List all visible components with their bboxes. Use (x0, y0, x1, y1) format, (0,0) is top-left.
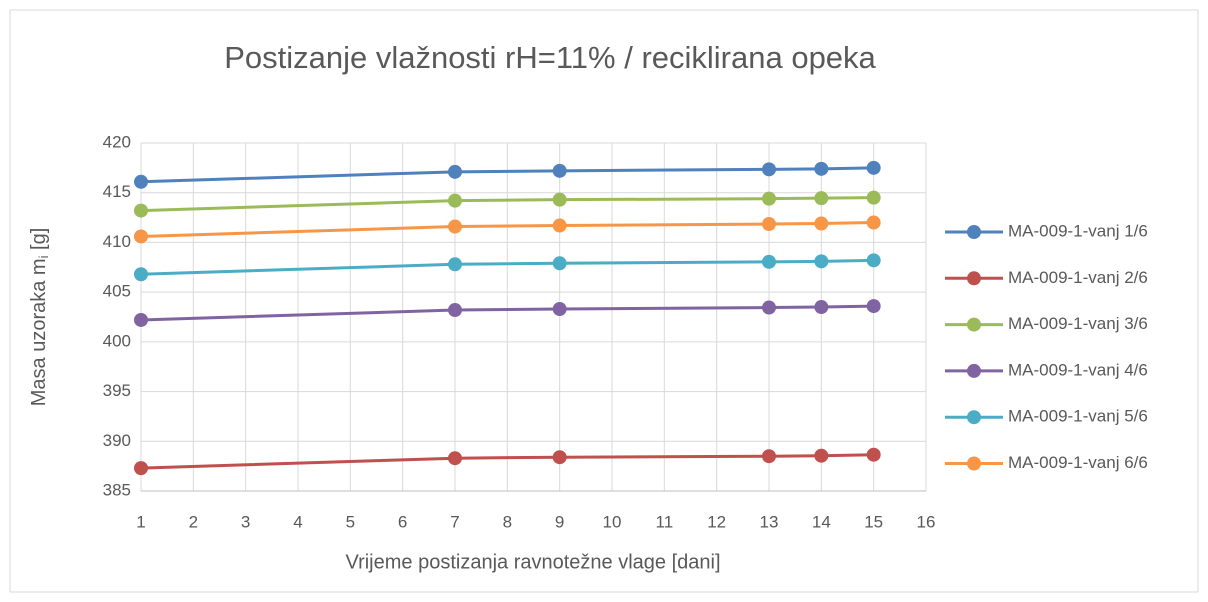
legend-marker (967, 363, 981, 378)
x-tick-label: 4 (293, 512, 302, 531)
data-point (866, 299, 881, 314)
data-point (762, 217, 776, 232)
legend-marker (967, 456, 981, 471)
data-point (866, 447, 881, 462)
data-point (814, 300, 829, 315)
data-point (134, 461, 148, 476)
data-point (552, 218, 567, 233)
series-line (140, 196, 874, 213)
data-point (814, 216, 829, 231)
x-tick-label: 5 (346, 512, 355, 531)
data-point (552, 192, 567, 207)
data-point (814, 448, 829, 463)
data-point (814, 191, 829, 206)
y-tick-label: 400 (103, 331, 131, 350)
legend-label: MA-009-1-vanj 4/6 (1008, 360, 1148, 379)
data-point (134, 312, 148, 327)
y-tick-label: 385 (103, 480, 131, 499)
data-point (134, 229, 148, 244)
series-line (140, 221, 874, 238)
x-tick-label: 12 (707, 512, 726, 531)
y-tick-label: 405 (103, 282, 131, 301)
x-axis-label: Vrijeme postizanja ravnotežne vlage [dan… (345, 551, 720, 573)
series-line (140, 258, 874, 276)
x-tick-label: 13 (760, 512, 779, 531)
data-point (134, 174, 148, 189)
data-point (448, 303, 462, 318)
data-point (866, 160, 881, 175)
y-tick-label: 395 (103, 381, 131, 400)
chart-title: Postizanje vlažnosti rH=11% / recikliran… (224, 40, 876, 75)
data-point (814, 161, 829, 176)
legend-label: MA-009-1-vanj 2/6 (1008, 268, 1148, 287)
data-point (134, 203, 148, 218)
legend-label: MA-009-1-vanj 6/6 (1008, 453, 1148, 472)
x-tick-label: 9 (555, 512, 564, 531)
y-label-part: [g] (28, 228, 50, 256)
series-line (140, 166, 874, 184)
x-tick-label: 8 (503, 512, 512, 531)
data-point (762, 162, 776, 177)
legend-label: MA-009-1-vanj 1/6 (1008, 221, 1148, 240)
data-point (552, 256, 567, 271)
x-tick-label: 14 (812, 512, 831, 531)
legend-marker (967, 271, 981, 286)
x-tick-label: 15 (864, 512, 883, 531)
series-line (140, 304, 874, 322)
y-tick-label: 415 (103, 182, 131, 201)
y-tick-label: 390 (103, 431, 131, 450)
data-point (552, 450, 567, 465)
data-point (814, 254, 829, 269)
legend-label: MA-009-1-vanj 5/6 (1008, 407, 1148, 426)
data-point (866, 190, 881, 205)
data-point (448, 164, 462, 179)
chart-border (9, 9, 1199, 593)
legend-marker (967, 410, 981, 425)
y-axis-label: Masa uzoraka mi [g] (28, 228, 51, 407)
y-label-part: Masa uzoraka m (28, 258, 50, 406)
data-point (866, 253, 881, 268)
x-tick-label: 1 (136, 512, 145, 531)
data-point (762, 191, 776, 206)
data-point (866, 215, 881, 230)
data-point (762, 300, 776, 315)
x-tick-label: 11 (656, 512, 674, 531)
x-tick-label: 16 (917, 512, 936, 531)
x-tick-label: 3 (241, 512, 250, 531)
data-point (762, 449, 776, 464)
data-point (134, 267, 148, 282)
x-tick-label: 7 (450, 512, 459, 531)
y-tick-label: 410 (103, 232, 131, 251)
data-point (552, 302, 567, 317)
data-point (448, 219, 462, 234)
data-point (448, 257, 462, 272)
legend-label: MA-009-1-vanj 3/6 (1008, 314, 1148, 333)
y-tick-label: 420 (103, 132, 131, 151)
x-tick-label: 2 (189, 512, 198, 531)
data-point (762, 254, 776, 269)
data-point (448, 193, 462, 208)
x-tick-label: 10 (603, 512, 622, 531)
x-tick-label: 6 (398, 512, 407, 531)
y-label-sub: i (36, 255, 51, 258)
legend-marker (967, 317, 981, 332)
legend-marker (967, 225, 981, 239)
data-point (448, 451, 462, 466)
series-line (140, 453, 874, 470)
data-point (552, 163, 567, 178)
